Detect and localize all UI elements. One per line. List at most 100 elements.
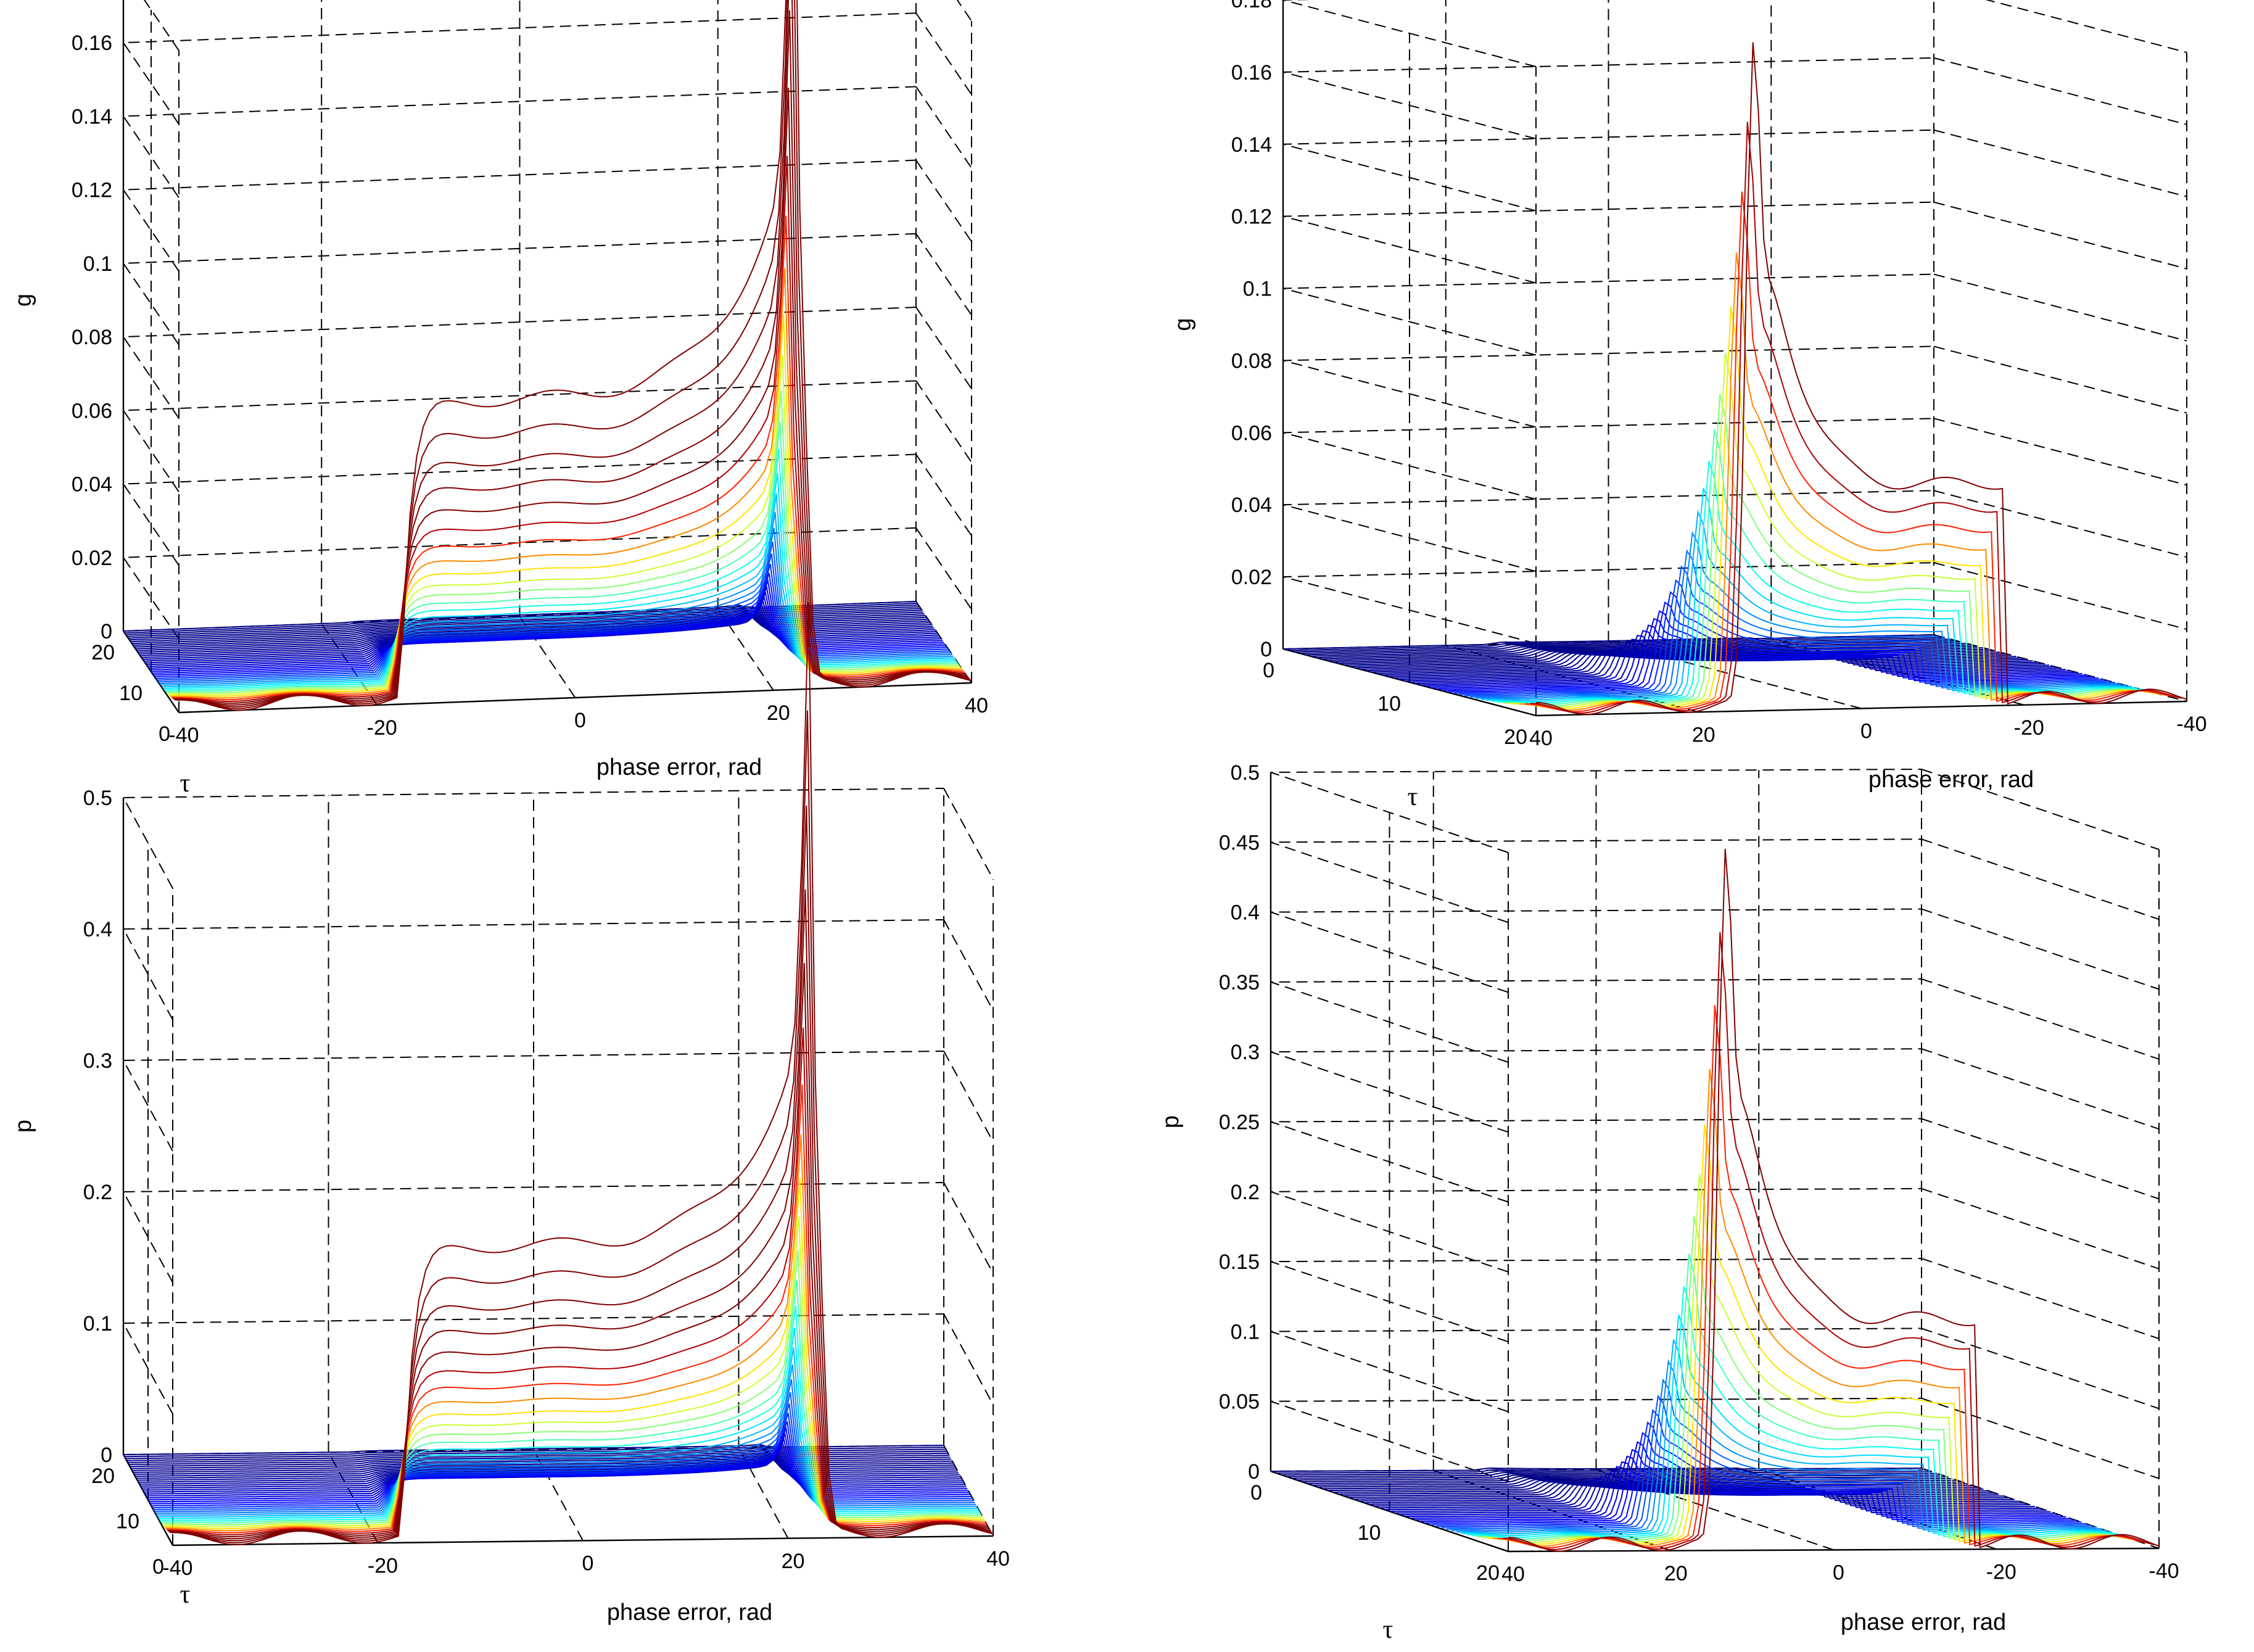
z-axis-label: p (10, 1120, 36, 1133)
mesh-line (159, 1328, 980, 1520)
y-tick-label: 0 (1263, 659, 1274, 682)
z-tick-label: 0.1 (1243, 278, 1272, 301)
mesh-line (167, 1027, 988, 1535)
mesh-line (173, 155, 966, 702)
axes (1282, 0, 2187, 717)
mesh-line (1305, 640, 1956, 656)
grid-line (122, 159, 917, 272)
mesh-line (124, 602, 918, 634)
mesh-line (156, 1364, 977, 1516)
x-tick-label: -20 (1986, 1560, 2017, 1584)
mesh-line (169, 314, 962, 697)
mesh-line (135, 614, 928, 650)
grid-line (1933, 345, 2187, 414)
z-tick-label: 0.45 (1219, 831, 1260, 854)
z-tick-labels: 00.020.040.060.080.10.120.140.160.18 (72, 31, 112, 643)
grid-line (1933, 57, 2187, 125)
mesh-line (162, 494, 955, 688)
mesh-line (1332, 1481, 1984, 1493)
z-tick-label: 0.04 (72, 473, 112, 497)
z-tick-label: 0.35 (1219, 971, 1260, 994)
z-tick-label: 0.5 (83, 787, 112, 810)
z-tick-label: 0.1 (83, 1312, 112, 1336)
grid-line (1933, 562, 2187, 630)
z-tick-label: 0.06 (1231, 421, 1272, 445)
x-tick-label: 20 (782, 1550, 805, 1573)
y-axis-line (122, 1454, 174, 1546)
mesh-line (1291, 1472, 1942, 1479)
mesh-line (1451, 1359, 2102, 1533)
x-tick-label: 20 (767, 701, 790, 725)
y-tick-label: 10 (116, 1510, 139, 1534)
z-tick-label: 0.3 (83, 1049, 112, 1073)
grid-line (1921, 1397, 2160, 1479)
z-tick-labels: 00.020.040.060.080.10.120.140.160.18 (1231, 0, 1272, 661)
z-tick-label: 0.1 (1231, 1320, 1260, 1344)
mesh-line (170, 268, 964, 699)
x-tick-label: 40 (1501, 1563, 1525, 1586)
mesh-line (1294, 637, 1945, 653)
chart-panel-bottom-right: 00.050.10.150.20.250.30.350.40.450.540 20… (1158, 761, 2179, 1644)
x-tick-label: -40 (168, 724, 199, 747)
z-tick-label: 0.06 (72, 399, 112, 423)
mesh-line (1475, 531, 2127, 700)
x-tick-labels: -40 -20 0 20 40 (162, 1547, 1009, 1580)
mesh-line (1508, 848, 2160, 1552)
z-tick-label: 0.12 (1231, 205, 1272, 229)
y-axis-label: τ (180, 769, 191, 798)
y-tick-label: 20 (91, 1464, 115, 1488)
z-tick-label: 0.04 (1231, 494, 1272, 517)
x-tick-label: -40 (2149, 1559, 2179, 1583)
chart-panel-top-left: 00.020.040.060.080.10.120.140.160.18-40-… (10, 0, 988, 798)
mesh-line (130, 611, 923, 643)
mesh-line (1441, 1394, 2092, 1529)
z-tick-label: 0.08 (1231, 349, 1272, 373)
y-tick-label: 0 (1250, 1481, 1262, 1505)
y-tick-label: 20 (1504, 725, 1527, 749)
grid-line (1921, 838, 2160, 920)
x-tick-labels: 40 20 0 -20 -40 (1501, 1559, 2179, 1586)
x-axis-label: phase error, rad (597, 754, 762, 780)
z-tick-label: 0.08 (72, 326, 112, 349)
z-tick-label: 0.25 (1219, 1111, 1260, 1134)
x-tick-labels: -40 -20 0 20 40 (168, 694, 988, 747)
z-tick-label: 0.16 (72, 31, 112, 55)
y-tick-label: 10 (119, 682, 142, 705)
y-axis-line (1282, 648, 1537, 717)
z-tick-label: 0.15 (1219, 1250, 1260, 1274)
mesh-line (155, 564, 949, 679)
grid-line (1921, 1258, 2160, 1340)
grid-line (1933, 490, 2187, 558)
grid-line (1933, 201, 2187, 270)
mesh-line (167, 390, 960, 694)
axes (122, 798, 994, 1547)
mesh-line (1420, 1441, 2071, 1522)
mesh-line (158, 541, 951, 683)
x-axis-line (172, 1535, 994, 1547)
mesh-line (1281, 1470, 1932, 1476)
grid-line (1921, 1328, 2160, 1410)
z-tick-labels: 0 0.05 0.1 0.15 0.2 0.25 0.3 0.35 0.4 0.45 0.5 (1219, 761, 1260, 1484)
z-tick-label: 0 (101, 620, 112, 643)
mesh-line (168, 355, 961, 695)
z-tick-label: 0.14 (1231, 133, 1272, 157)
mesh-line (1282, 634, 1934, 650)
z-tick-label: 0.4 (83, 918, 112, 941)
y-axis-label: τ (180, 1580, 191, 1609)
grid-line (1921, 769, 2160, 850)
grid-line (1282, 0, 1537, 67)
mesh-line (159, 527, 952, 685)
mesh-line (160, 511, 954, 686)
grid-line (1985, 0, 2187, 53)
surface-mesh (123, 602, 994, 1545)
mesh-line (1415, 1448, 2066, 1521)
mesh-line (164, 448, 957, 691)
x-tick-label: 40 (1529, 727, 1553, 750)
surface-mesh (1282, 42, 2187, 716)
